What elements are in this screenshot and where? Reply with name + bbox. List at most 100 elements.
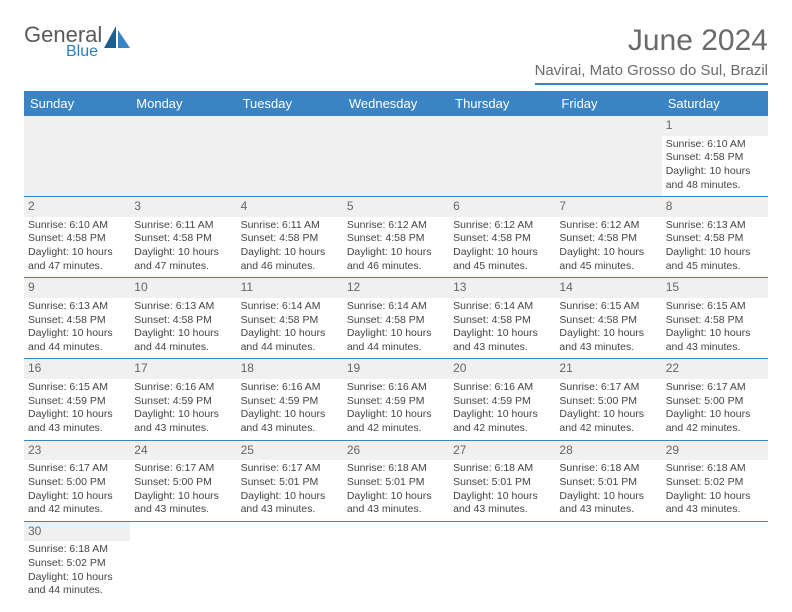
calendar-cell [449, 521, 555, 602]
daylight-text: Daylight: 10 hours and 43 minutes. [559, 490, 657, 517]
calendar-cell: 5Sunrise: 6:12 AMSunset: 4:58 PMDaylight… [343, 197, 449, 278]
sunrise-text: Sunrise: 6:16 AM [347, 381, 445, 395]
day-number: 13 [449, 278, 555, 298]
calendar-cell: 28Sunrise: 6:18 AMSunset: 5:01 PMDayligh… [555, 440, 661, 521]
calendar-cell: 22Sunrise: 6:17 AMSunset: 5:00 PMDayligh… [662, 359, 768, 440]
day-number: 26 [343, 441, 449, 461]
daylight-text: Daylight: 10 hours and 43 minutes. [559, 327, 657, 354]
day-number: 30 [24, 522, 130, 542]
daylight-text: Daylight: 10 hours and 45 minutes. [666, 246, 764, 273]
day-number: 22 [662, 359, 768, 379]
sunrise-text: Sunrise: 6:11 AM [241, 219, 339, 233]
sunrise-text: Sunrise: 6:18 AM [28, 543, 126, 557]
logo-blue-text: Blue [66, 44, 102, 60]
sunrise-text: Sunrise: 6:17 AM [28, 462, 126, 476]
daylight-text: Daylight: 10 hours and 47 minutes. [134, 246, 232, 273]
day-number: 28 [555, 441, 661, 461]
daylight-text: Daylight: 10 hours and 44 minutes. [347, 327, 445, 354]
calendar-cell: 17Sunrise: 6:16 AMSunset: 4:59 PMDayligh… [130, 359, 236, 440]
sunset-text: Sunset: 5:00 PM [666, 395, 764, 409]
daylight-text: Daylight: 10 hours and 42 minutes. [453, 408, 551, 435]
day-number: 29 [662, 441, 768, 461]
sunrise-text: Sunrise: 6:17 AM [134, 462, 232, 476]
calendar-cell: 26Sunrise: 6:18 AMSunset: 5:01 PMDayligh… [343, 440, 449, 521]
title-block: June 2024 Navirai, Mato Grosso do Sul, B… [535, 24, 768, 85]
calendar-cell: 7Sunrise: 6:12 AMSunset: 4:58 PMDaylight… [555, 197, 661, 278]
calendar-cell: 14 Sunrise: 6:15 AMSunset: 4:58 PMDayligh… [555, 278, 661, 359]
day-number: 18 [237, 359, 343, 379]
calendar-cell: 12Sunrise: 6:14 AMSunset: 4:58 PMDayligh… [343, 278, 449, 359]
daylight-text: Daylight: 10 hours and 43 minutes. [347, 490, 445, 517]
sunset-text: Sunset: 5:02 PM [28, 557, 126, 571]
daylight-text: Daylight: 10 hours and 43 minutes. [241, 490, 339, 517]
day-number: 24 [130, 441, 236, 461]
calendar-cell: 16Sunrise: 6:15 AMSunset: 4:59 PMDayligh… [24, 359, 130, 440]
calendar-week-row: 16 Sunrise: 6:15 AM Sunset: 4:59 PM Dayligh… [24, 359, 768, 440]
daylight-text: Daylight: 10 hours and 46 minutes. [347, 246, 445, 273]
sunset-text: Sunset: 4:58 PM [134, 314, 232, 328]
day-number: 4 [237, 197, 343, 217]
day-number: 16 [24, 359, 130, 379]
sunset-text: Sunset: 5:01 PM [347, 476, 445, 490]
sunrise-text: Sunrise: 6:16 AM [241, 381, 339, 395]
daylight-text: Daylight: 10 hours and 43 minutes. [134, 490, 232, 517]
day-number: 5 [343, 197, 449, 217]
sunrise-text: Sunrise: 6:18 AM [347, 462, 445, 476]
calendar-cell [24, 116, 130, 197]
calendar-week-row: 23Sunrise: 6:17 AMSunset: 5:00 PMDayligh… [24, 440, 768, 521]
sunset-text: Sunset: 4:58 PM [241, 232, 339, 246]
calendar-table: SundayMondayTuesdayWednesdayThursdayFrid… [24, 91, 768, 602]
sunrise-text: Sunrise: 6:16 AM [453, 381, 551, 395]
sunrise-text: Sunrise: 6:13 AM [28, 300, 126, 314]
day-number: 19 [343, 359, 449, 379]
day-number: 14 [555, 278, 661, 298]
day-number: 3 [130, 197, 236, 217]
sunset-text: Sunset: 4:58 PM [559, 232, 657, 246]
calendar-cell: 30Sunrise: 6:18 AMSunset: 5:02 PMDayligh… [24, 521, 130, 602]
sunset-text: Sunset: 4:58 PM [347, 314, 445, 328]
calendar-cell [130, 521, 236, 602]
sunrise-text: Sunrise: 6:15 AM [559, 300, 657, 314]
day-header: Wednesday [343, 91, 449, 116]
calendar-cell [555, 521, 661, 602]
sunrise-text: Sunrise: 6:16 AM [134, 381, 232, 395]
location-text: Navirai, Mato Grosso do Sul, Brazil [535, 62, 768, 85]
sunrise-text: Sunrise: 6:12 AM [453, 219, 551, 233]
sail-icon [104, 26, 130, 48]
day-number: 27 [449, 441, 555, 461]
sunrise-text: Sunrise: 6:14 AM [453, 300, 551, 314]
daylight-text: Daylight: 10 hours and 45 minutes. [559, 246, 657, 273]
logo: General Blue [24, 24, 130, 60]
day-header-row: SundayMondayTuesdayWednesdayThursdayFrid… [24, 91, 768, 116]
sunrise-text: Sunrise: 6:12 AM [347, 219, 445, 233]
daylight-text: Daylight: 10 hours and 44 minutes. [28, 571, 126, 598]
calendar-cell: 21Sunrise: 6:17 AMSunset: 5:00 PMDayligh… [555, 359, 661, 440]
sunset-text: Sunset: 4:59 PM [134, 395, 232, 409]
sunset-text: Sunset: 4:58 PM [453, 232, 551, 246]
sunset-text: Sunset: 4:58 PM [28, 232, 126, 246]
daylight-text: Daylight: 10 hours and 42 minutes. [559, 408, 657, 435]
day-number: 1 [662, 116, 768, 136]
header: General Blue June 2024 Navirai, Mato Gro… [24, 24, 768, 85]
day-header: Thursday [449, 91, 555, 116]
sunrise-text: Sunrise: 6:15 AM [28, 381, 126, 395]
daylight-text: Daylight: 10 hours and 42 minutes. [347, 408, 445, 435]
sunset-text: Sunset: 5:00 PM [559, 395, 657, 409]
sunset-text: Sunset: 5:00 PM [28, 476, 126, 490]
calendar-cell: 2Sunrise: 6:10 AMSunset: 4:58 PMDaylight… [24, 197, 130, 278]
day-number: 11 [237, 278, 343, 298]
sunrise-text: Sunrise: 6:13 AM [134, 300, 232, 314]
calendar-cell: 29Sunrise: 6:18 AMSunset: 5:02 PMDayligh… [662, 440, 768, 521]
sunrise-text: Sunrise: 6:15 AM [666, 300, 764, 314]
sunrise-text: Sunrise: 6:18 AM [559, 462, 657, 476]
calendar-cell: 4Sunrise: 6:11 AMSunset: 4:58 PMDaylight… [237, 197, 343, 278]
sunset-text: Sunset: 4:58 PM [559, 314, 657, 328]
sunset-text: Sunset: 4:59 PM [241, 395, 339, 409]
calendar-body: 1Sunrise: 6:10 AMSunset: 4:58 PMDaylight… [24, 116, 768, 602]
calendar-cell: 15Sunrise: 6:15 AMSunset: 4:58 PMDayligh… [662, 278, 768, 359]
day-header: Monday [130, 91, 236, 116]
calendar-cell: 11Sunrise: 6:14 AMSunset: 4:58 PMDayligh… [237, 278, 343, 359]
daylight-text: Daylight: 10 hours and 48 minutes. [666, 165, 764, 192]
calendar-cell: 9Sunrise: 6:13 AMSunset: 4:58 PMDaylight… [24, 278, 130, 359]
sunrise-text: Sunrise: 6:13 AM [666, 219, 764, 233]
